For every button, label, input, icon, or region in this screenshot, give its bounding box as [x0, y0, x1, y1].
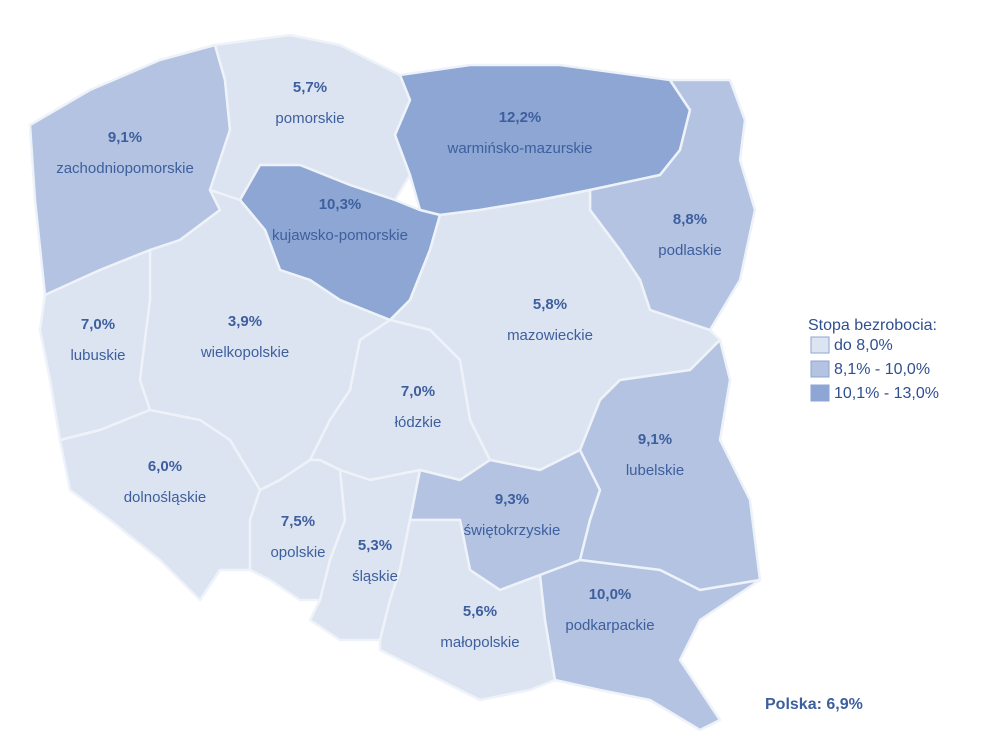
region-value: 9,1%: [638, 431, 672, 448]
national-value: Polska: 6,9%: [765, 696, 863, 713]
legend-swatch: [810, 384, 830, 402]
region-value: 7,5%: [281, 513, 315, 530]
region-value: 10,3%: [319, 196, 362, 213]
region-value: 5,3%: [358, 537, 392, 554]
region-name: kujawsko-pomorskie: [272, 227, 408, 244]
legend-swatch: [810, 336, 830, 354]
region-name: małopolskie: [440, 634, 519, 651]
legend-label: 10,1% - 13,0%: [834, 385, 939, 402]
region-name: podlaskie: [658, 242, 721, 259]
legend-label: do 8,0%: [834, 337, 893, 354]
region-value: 5,8%: [533, 296, 567, 313]
region-name: podkarpackie: [565, 617, 654, 634]
region-value: 6,0%: [148, 458, 182, 475]
region-value: 7,0%: [401, 383, 435, 400]
region-name: dolnośląskie: [124, 489, 207, 506]
region-name: świętokrzyskie: [464, 522, 561, 539]
region-value: 5,7%: [293, 79, 327, 96]
region-name: warmińsko-mazurskie: [446, 140, 592, 157]
region-name: lubelskie: [626, 462, 684, 479]
region: [378, 518, 557, 702]
region-name: zachodniopomorskie: [56, 160, 194, 177]
region-value: 10,0%: [589, 586, 632, 603]
region-value: 3,9%: [228, 313, 262, 330]
region-value: 9,1%: [108, 129, 142, 146]
region-name: wielkopolskie: [200, 344, 289, 361]
region-name: łódzkie: [395, 414, 442, 431]
region-name: opolskie: [270, 544, 325, 561]
region-value: 7,0%: [81, 316, 115, 333]
legend-title: Stopa bezrobocia:: [808, 317, 937, 334]
region-name: lubuskie: [70, 347, 125, 364]
region-value: 8,8%: [673, 211, 707, 228]
legend-label: 8,1% - 10,0%: [834, 361, 930, 378]
region-name: mazowieckie: [507, 327, 593, 344]
region-name: śląskie: [352, 568, 398, 585]
region-value: 12,2%: [499, 109, 542, 126]
legend-swatch: [810, 360, 830, 378]
region-name: pomorskie: [275, 110, 344, 127]
region-value: 5,6%: [463, 603, 497, 620]
region: [538, 558, 762, 732]
region-value: 9,3%: [495, 491, 529, 508]
